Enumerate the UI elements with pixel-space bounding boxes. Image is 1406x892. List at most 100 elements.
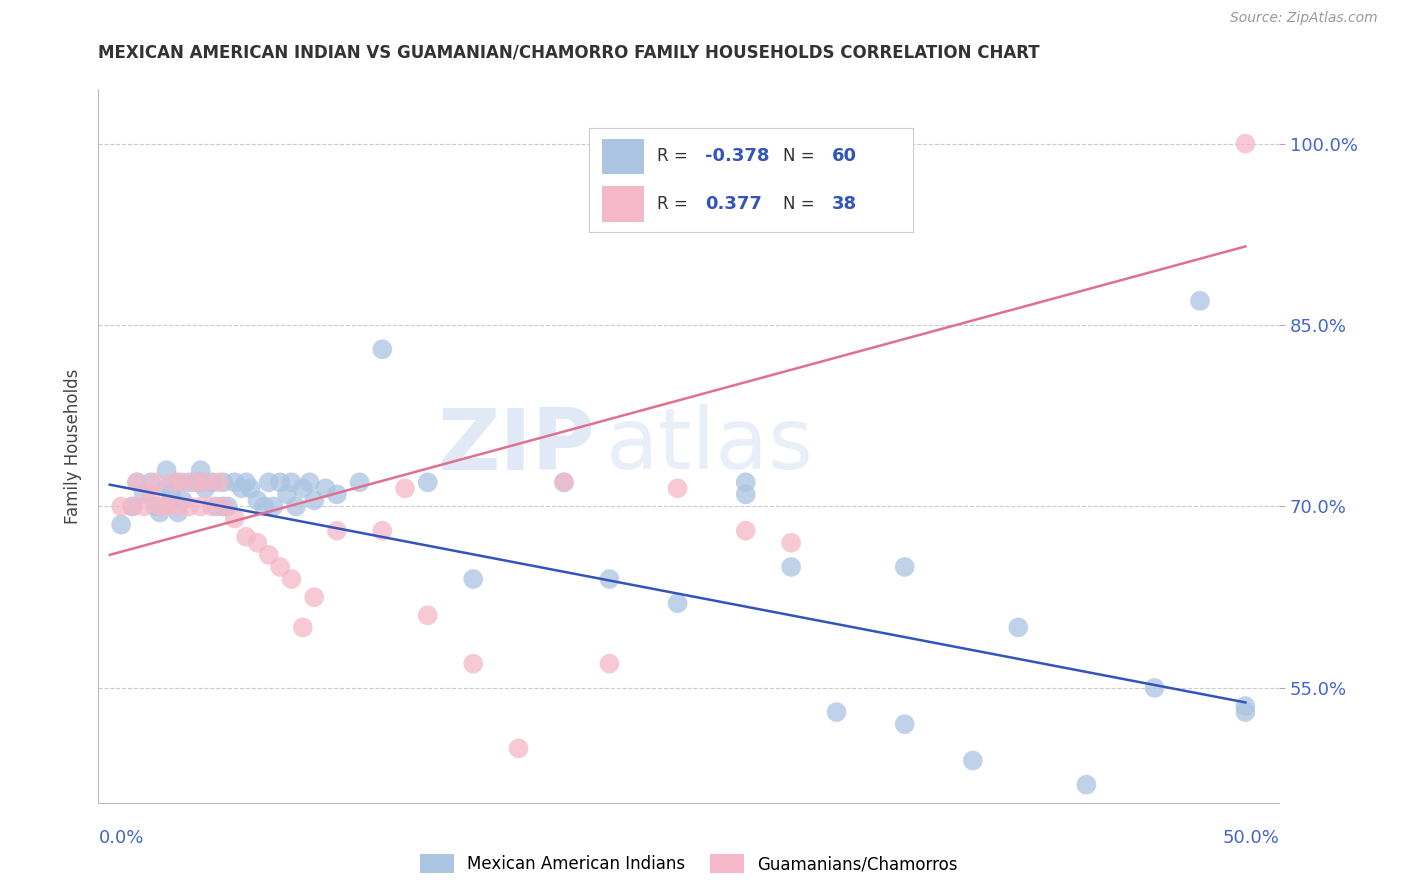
Text: -0.378: -0.378 xyxy=(706,147,770,165)
Text: 0.0%: 0.0% xyxy=(98,829,143,847)
Text: ZIP: ZIP xyxy=(437,404,595,488)
Point xyxy=(179,475,201,490)
Bar xyxy=(602,186,644,221)
Point xyxy=(224,511,246,525)
Text: R =: R = xyxy=(657,147,693,165)
Point xyxy=(553,475,575,490)
Point xyxy=(257,475,280,490)
Point xyxy=(276,487,298,501)
Point xyxy=(302,493,325,508)
Point xyxy=(1234,705,1257,719)
Point xyxy=(139,475,162,490)
Point xyxy=(190,475,212,490)
Point xyxy=(416,475,439,490)
Point xyxy=(212,500,235,514)
Point xyxy=(291,481,314,495)
Text: 60: 60 xyxy=(832,147,858,165)
Point xyxy=(143,475,166,490)
Point xyxy=(149,506,172,520)
Point xyxy=(349,475,371,490)
Point xyxy=(167,500,190,514)
Text: N =: N = xyxy=(783,195,820,213)
Point xyxy=(155,481,177,495)
Point xyxy=(162,475,184,490)
Point xyxy=(143,500,166,514)
Point xyxy=(285,500,308,514)
Text: MEXICAN AMERICAN INDIAN VS GUAMANIAN/CHAMORRO FAMILY HOUSEHOLDS CORRELATION CHAR: MEXICAN AMERICAN INDIAN VS GUAMANIAN/CHA… xyxy=(98,44,1040,62)
Point xyxy=(280,572,302,586)
Point xyxy=(416,608,439,623)
Point xyxy=(734,487,756,501)
Point xyxy=(149,500,172,514)
Point xyxy=(666,481,689,495)
Point xyxy=(508,741,530,756)
Point xyxy=(463,572,485,586)
Point xyxy=(598,657,620,671)
Point xyxy=(734,524,756,538)
Point xyxy=(326,524,349,538)
Point xyxy=(160,487,183,501)
Point xyxy=(1007,620,1029,634)
Point xyxy=(235,475,257,490)
Bar xyxy=(602,139,644,174)
Point xyxy=(125,475,148,490)
Point xyxy=(224,475,246,490)
Point xyxy=(201,500,224,514)
Point xyxy=(205,500,228,514)
Point xyxy=(262,500,284,514)
Point xyxy=(155,463,177,477)
Text: Source: ZipAtlas.com: Source: ZipAtlas.com xyxy=(1230,12,1378,25)
Point xyxy=(217,500,239,514)
Point xyxy=(1234,136,1257,151)
Point xyxy=(235,530,257,544)
Point xyxy=(208,475,231,490)
Point xyxy=(463,657,485,671)
Text: 38: 38 xyxy=(832,195,858,213)
Text: 50.0%: 50.0% xyxy=(1223,829,1279,847)
Point xyxy=(110,500,132,514)
Point xyxy=(825,705,848,719)
Point xyxy=(394,481,416,495)
Point xyxy=(246,493,269,508)
Point xyxy=(172,493,194,508)
Point xyxy=(253,500,276,514)
Point xyxy=(553,475,575,490)
Point xyxy=(598,572,620,586)
Point xyxy=(184,475,207,490)
Point xyxy=(212,500,235,514)
Point xyxy=(212,475,235,490)
Point xyxy=(1143,681,1166,695)
Point xyxy=(257,548,280,562)
Point xyxy=(734,475,756,490)
Point xyxy=(1076,778,1098,792)
Point xyxy=(302,590,325,604)
Point xyxy=(780,535,803,549)
Point xyxy=(121,500,143,514)
Point xyxy=(298,475,321,490)
Point xyxy=(315,481,337,495)
Text: 0.377: 0.377 xyxy=(706,195,762,213)
Point xyxy=(132,487,155,501)
Point xyxy=(780,560,803,574)
Text: R =: R = xyxy=(657,195,697,213)
Point xyxy=(184,475,207,490)
Point xyxy=(194,475,217,490)
Text: atlas: atlas xyxy=(606,404,814,488)
Point xyxy=(962,754,984,768)
Point xyxy=(1188,293,1211,308)
Point xyxy=(231,481,253,495)
Point xyxy=(179,500,201,514)
Point xyxy=(326,487,349,501)
Point xyxy=(194,481,217,495)
Point xyxy=(139,487,162,501)
Point xyxy=(893,560,915,574)
Point xyxy=(291,620,314,634)
Point xyxy=(280,475,302,490)
Point xyxy=(666,596,689,610)
Point xyxy=(246,535,269,549)
Point xyxy=(190,463,212,477)
Point xyxy=(110,517,132,532)
Point xyxy=(172,475,194,490)
Point xyxy=(371,343,394,357)
Legend: Mexican American Indians, Guamanians/Chamorros: Mexican American Indians, Guamanians/Cha… xyxy=(413,847,965,880)
